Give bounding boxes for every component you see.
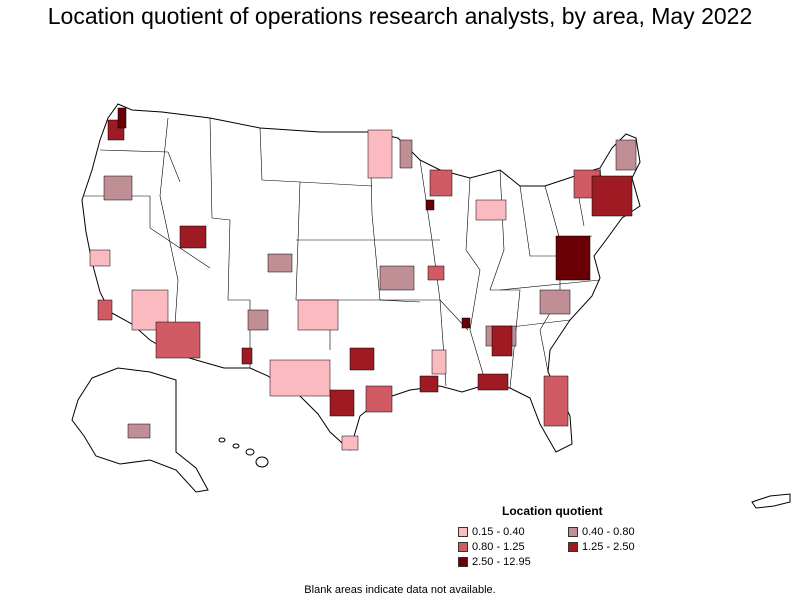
legend-swatch (568, 527, 578, 537)
legend-swatch (458, 527, 468, 537)
legend-label: 2.50 - 12.95 (472, 556, 531, 568)
legend-item: 0.15 - 0.40 (458, 526, 568, 538)
footnote: Blank areas indicate data not available. (304, 584, 496, 596)
legend-item: 0.40 - 0.80 (568, 526, 678, 538)
legend-swatch (458, 542, 468, 552)
legend-label: 0.15 - 0.40 (472, 526, 525, 538)
legend-label: 0.80 - 1.25 (472, 541, 525, 553)
legend-label: 1.25 - 2.50 (582, 541, 635, 553)
puerto-rico-outline (751, 493, 791, 509)
legend-swatch (458, 557, 468, 567)
legend-item: 1.25 - 2.50 (568, 541, 678, 553)
legend-swatch (568, 542, 578, 552)
legend-title: Location quotient (502, 504, 603, 518)
legend-item: 0.80 - 1.25 (458, 541, 568, 553)
legend: Location quotient 0.15 - 0.40 0.40 - 0.8… (458, 504, 698, 568)
legend-item: 2.50 - 12.95 (458, 556, 568, 568)
legend-label: 0.40 - 0.80 (582, 526, 635, 538)
map-title: Location quotient of operations research… (47, 3, 753, 29)
hawaii-islands (218, 437, 269, 468)
area-regions (89, 107, 637, 451)
